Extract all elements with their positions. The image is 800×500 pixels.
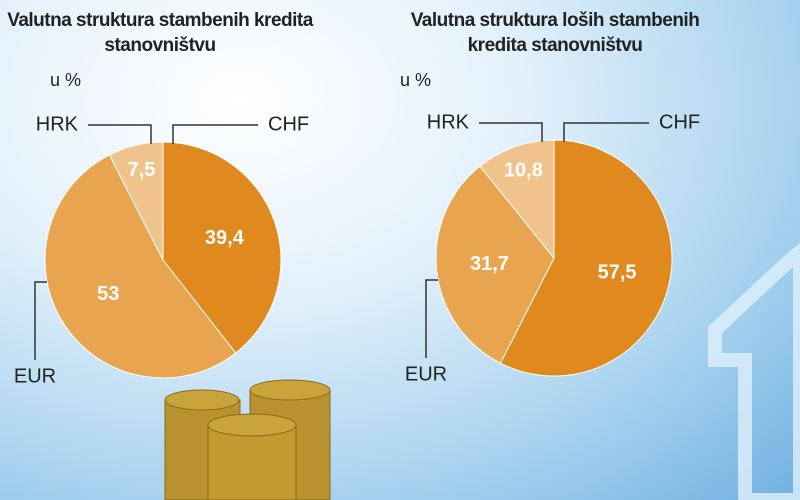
category-label: EUR [14,365,56,387]
leader-line [425,279,438,358]
pie-slice [162,141,282,354]
pie-slice [479,139,555,260]
chart-title: Valutna struktura loših stambenih kredit… [410,10,700,56]
pie-slice [499,139,673,377]
coins [164,379,331,500]
leader-line [88,124,152,144]
pie-slice [435,165,555,364]
category-label: CHF [268,113,309,135]
value-label: 10,8 [504,159,543,181]
decoration [164,243,800,500]
chart-subtitle: u % [50,70,82,90]
leader-line [172,124,258,144]
pie-slice [108,141,164,261]
leader-line [34,281,47,360]
leader-line [563,122,649,142]
value-label: 53 [97,283,119,305]
house-outline [708,243,800,500]
value-label: 57,5 [598,261,637,283]
category-label: HRK [427,111,470,133]
pie-slice [44,154,237,379]
chart-title: Valutna struktura stambenih kredita stan… [7,10,313,56]
chart-subtitle: u % [400,70,432,90]
value-label: 39,4 [205,227,245,249]
value-label: 7,5 [128,159,156,181]
leader-line [479,122,543,142]
category-label: HRK [36,113,79,135]
category-label: EUR [405,363,447,385]
category-label: CHF [659,111,700,133]
value-label: 31,7 [470,253,509,275]
